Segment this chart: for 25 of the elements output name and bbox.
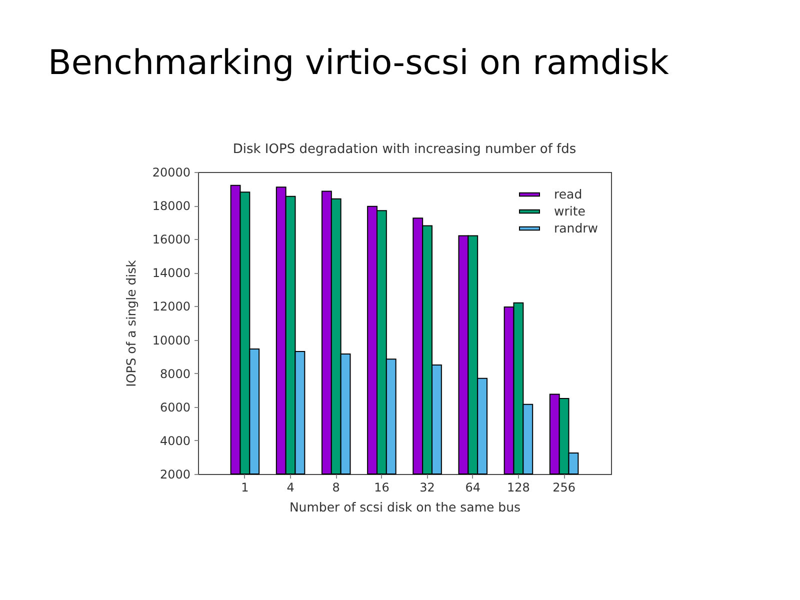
legend-label: randrw xyxy=(554,220,598,236)
chart-title: Benchmarking virtio-scsi on ramdisk xyxy=(48,43,670,83)
x-tick-label: 4 xyxy=(286,480,294,494)
y-tick-label: 6000 xyxy=(160,400,190,414)
x-tick-label: 16 xyxy=(374,480,390,494)
y-tick-label: 16000 xyxy=(152,232,190,247)
y-tick-label: 12000 xyxy=(152,300,190,314)
x-tick-label: 1 xyxy=(241,480,249,494)
y-tick-label: 20000 xyxy=(152,166,190,180)
y-tick-label: 18000 xyxy=(152,199,190,214)
y-tick-label: 10000 xyxy=(152,333,190,348)
y-axis-title: IOPS of a single disk xyxy=(123,259,138,387)
y-tick-label: 2000 xyxy=(160,468,190,482)
x-tick-label: 32 xyxy=(420,480,435,494)
y-tick-label: 8000 xyxy=(160,366,190,381)
x-tick-label: 8 xyxy=(332,480,340,494)
y-tick-label: 4000 xyxy=(160,434,190,448)
legend-label: write xyxy=(554,204,586,218)
x-tick-label: 128 xyxy=(507,480,530,494)
chart-subtitle: Disk IOPS degradation with increasing number of fds xyxy=(232,142,576,157)
legend-label: read xyxy=(554,186,582,202)
y-tick-label: 14000 xyxy=(152,266,190,280)
x-axis-title: Number of scsi disk on the same bus xyxy=(289,500,521,514)
x-tick-label: 64 xyxy=(465,480,481,494)
x-tick-label: 256 xyxy=(552,480,576,494)
